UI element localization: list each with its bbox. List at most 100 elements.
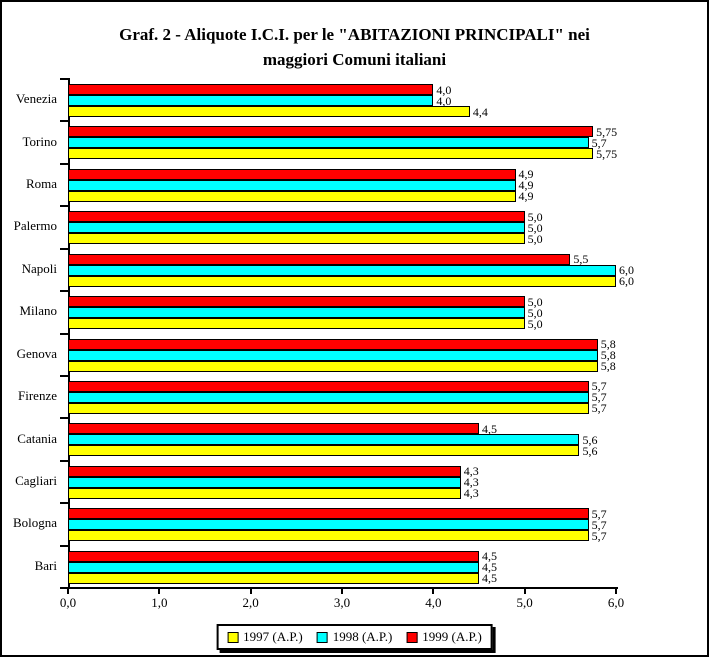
bar-firenze-1997 bbox=[68, 402, 589, 414]
bar-bologna-1999 bbox=[68, 508, 589, 520]
bar-value-label-palermo-1999: 5,0 bbox=[527, 209, 543, 224]
bar-napoli-1998 bbox=[68, 264, 616, 276]
bar-torino-1998 bbox=[68, 137, 589, 149]
bar-roma-1999 bbox=[68, 168, 516, 180]
y-axis-tick bbox=[60, 247, 68, 250]
bar-value-label-milano-1998: 5,0 bbox=[527, 305, 543, 320]
bar-value-label-catania-1998: 5,6 bbox=[582, 432, 598, 447]
bar-value-label-catania-1997: 5,6 bbox=[582, 443, 598, 458]
bar-value-label-venezia-1999: 4,0 bbox=[436, 82, 452, 97]
x-axis-tick-label: 4,0 bbox=[425, 595, 442, 610]
y-axis-tick bbox=[60, 459, 68, 462]
legend-item-1998: 1998 (A.P.) bbox=[316, 629, 392, 645]
bar-value-label-roma-1998: 4,9 bbox=[518, 178, 534, 193]
bar-value-label-milano-1999: 5,0 bbox=[527, 294, 543, 309]
bar-value-label-napoli-1998: 6,0 bbox=[619, 263, 634, 278]
bar-value-label-torino-1997: 5,75 bbox=[596, 146, 618, 161]
category-label-genova: Genova bbox=[16, 345, 57, 361]
category-label-torino: Torino bbox=[22, 133, 57, 149]
legend-label-1999: 1999 (A.P.) bbox=[422, 629, 482, 644]
bar-bologna-1998 bbox=[68, 519, 589, 531]
category-label-milano: Milano bbox=[19, 303, 57, 319]
bar-value-label-bologna-1999: 5,7 bbox=[591, 506, 607, 521]
legend-item-1997: 1997 (A.P.) bbox=[227, 629, 303, 645]
x-axis-line bbox=[68, 587, 618, 589]
bar-palermo-1997 bbox=[68, 233, 525, 245]
bar-cagliari-1997 bbox=[68, 487, 461, 499]
bar-value-label-cagliari-1999: 4,3 bbox=[463, 464, 479, 479]
x-axis-tick bbox=[67, 589, 69, 594]
bar-value-label-palermo-1998: 5,0 bbox=[527, 220, 543, 235]
bar-palermo-1998 bbox=[68, 222, 525, 234]
x-axis-tick-label: 2,0 bbox=[242, 595, 259, 610]
bar-napoli-1997 bbox=[68, 275, 616, 287]
bar-value-label-bari-1998: 4,5 bbox=[482, 560, 497, 575]
bar-value-label-firenze-1997: 5,7 bbox=[591, 401, 607, 416]
bar-milano-1999 bbox=[68, 296, 525, 308]
y-axis-tick bbox=[60, 120, 68, 123]
bar-value-label-cagliari-1997: 4,3 bbox=[463, 486, 479, 501]
bar-palermo-1999 bbox=[68, 211, 525, 223]
bar-venezia-1997 bbox=[68, 106, 470, 117]
bar-milano-1997 bbox=[68, 318, 525, 330]
bar-value-label-catania-1999: 4,5 bbox=[482, 421, 497, 436]
y-axis-tick bbox=[60, 290, 68, 293]
bar-value-label-bologna-1997: 5,7 bbox=[591, 528, 607, 543]
bar-value-label-genova-1999: 5,8 bbox=[600, 337, 616, 351]
legend: 1997 (A.P.) 1998 (A.P.) 1999 (A.P.) bbox=[216, 624, 493, 650]
bar-value-label-napoli-1999: 5,5 bbox=[573, 252, 589, 267]
bar-value-label-torino-1999: 5,75 bbox=[596, 124, 618, 139]
category-label-venezia: Venezia bbox=[15, 91, 57, 107]
bar-value-label-napoli-1997: 6,0 bbox=[619, 274, 634, 289]
category-label-bologna: Bologna bbox=[12, 515, 57, 531]
category-label-roma: Roma bbox=[25, 176, 57, 192]
x-axis-tick-label: 5,0 bbox=[516, 595, 533, 610]
bar-value-label-roma-1999: 4,9 bbox=[518, 167, 534, 182]
bar-value-label-firenze-1999: 5,7 bbox=[591, 379, 607, 394]
bar-value-label-bari-1999: 4,5 bbox=[482, 549, 497, 564]
legend-label-1997: 1997 (A.P.) bbox=[243, 629, 303, 644]
plot-area: Venezia 4,0 4,0 4,4 Torino 5,75 5,7 5,75 Roma 4,9… bbox=[13, 78, 634, 610]
bar-value-label-bari-1997: 4,5 bbox=[482, 571, 497, 586]
bar-catania-1998 bbox=[68, 434, 580, 446]
bar-torino-1999 bbox=[68, 126, 594, 138]
y-axis-tick bbox=[60, 544, 68, 547]
bar-value-label-bologna-1998: 5,7 bbox=[591, 517, 607, 532]
bar-value-label-genova-1997: 5,8 bbox=[600, 359, 616, 373]
bar-roma-1998 bbox=[68, 179, 516, 191]
bar-bari-1998 bbox=[68, 561, 479, 573]
category-label-firenze: Firenze bbox=[18, 388, 57, 404]
x-axis-tick-label: 3,0 bbox=[333, 595, 351, 610]
bar-genova-1999 bbox=[68, 338, 598, 350]
y-axis-tick bbox=[60, 417, 68, 420]
x-axis-tick bbox=[615, 589, 617, 594]
x-axis-tick bbox=[158, 589, 161, 594]
x-axis-tick-label: 6,0 bbox=[607, 595, 625, 610]
category-label-napoli: Napoli bbox=[21, 260, 57, 276]
bar-bari-1997 bbox=[68, 572, 479, 584]
x-axis-tick-label: 1,0 bbox=[151, 595, 168, 610]
bar-value-label-venezia-1998: 4,0 bbox=[436, 93, 452, 108]
category-label-catania: Catania bbox=[17, 430, 57, 446]
bar-genova-1997 bbox=[68, 360, 598, 372]
legend-swatch-1998 bbox=[316, 631, 328, 643]
bar-napoli-1999 bbox=[68, 253, 571, 265]
y-axis-tick bbox=[60, 162, 68, 165]
bar-catania-1997 bbox=[68, 445, 580, 457]
bar-value-label-milano-1997: 5,0 bbox=[527, 316, 543, 331]
y-axis-tick bbox=[60, 78, 68, 80]
bar-value-label-venezia-1997: 4,4 bbox=[472, 104, 488, 119]
bar-firenze-1999 bbox=[68, 380, 589, 392]
x-axis-tick bbox=[523, 589, 526, 594]
y-axis-tick bbox=[60, 374, 68, 377]
bar-bologna-1997 bbox=[68, 530, 589, 542]
bar-roma-1997 bbox=[68, 190, 516, 202]
bar-value-label-roma-1997: 4,9 bbox=[518, 189, 534, 204]
category-label-palermo: Palermo bbox=[13, 218, 57, 234]
bar-milano-1998 bbox=[68, 307, 525, 319]
bar-catania-1999 bbox=[68, 423, 479, 435]
chart-title: Graf. 2 - Aliquote I.C.I. per le "ABITAZ… bbox=[2, 22, 707, 72]
y-axis-line bbox=[68, 78, 70, 589]
bar-bari-1999 bbox=[68, 550, 479, 562]
bar-venezia-1999 bbox=[68, 84, 434, 95]
